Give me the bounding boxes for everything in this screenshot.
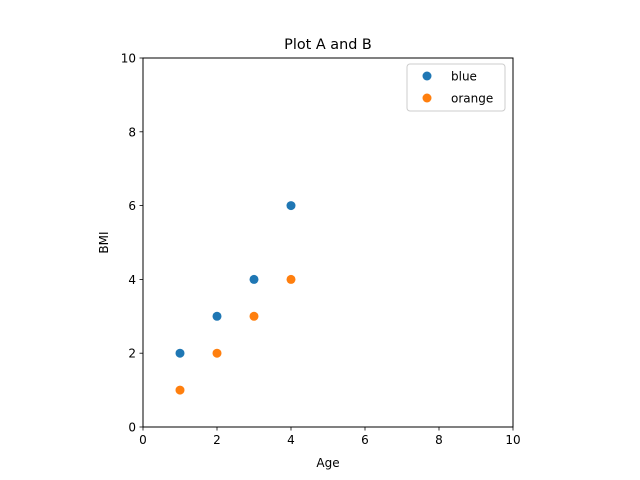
- axis-ticks: 0 2 4 6 8 10 0 2 4 6 8 10: [121, 52, 521, 448]
- x-tick-label: 4: [287, 433, 295, 447]
- y-tick-label: 6: [128, 199, 136, 213]
- legend-label-blue: blue: [451, 70, 477, 84]
- legend-marker-orange: [422, 93, 432, 103]
- data-point-blue: [249, 274, 259, 284]
- data-point-blue: [175, 348, 185, 358]
- x-axis-label: Age: [316, 456, 339, 470]
- x-tick-label: 2: [213, 433, 221, 447]
- y-tick-label: 8: [128, 125, 136, 139]
- data-point-orange: [249, 311, 259, 321]
- y-tick-label: 0: [128, 421, 136, 435]
- legend-marker-blue: [422, 71, 432, 81]
- data-points: [175, 201, 296, 395]
- data-point-orange: [175, 385, 185, 395]
- plot-area-frame: [142, 57, 514, 428]
- x-tick-label: 8: [435, 433, 443, 447]
- x-tick-label: 6: [361, 433, 369, 447]
- y-tick-label: 10: [121, 52, 136, 66]
- y-tick-label: 2: [128, 347, 136, 361]
- chart-title: Plot A and B: [284, 37, 372, 53]
- x-tick-label: 0: [139, 433, 147, 447]
- legend: blue orange: [406, 63, 506, 112]
- data-point-blue: [212, 311, 222, 321]
- legend-label-orange: orange: [451, 92, 493, 106]
- data-point-blue: [286, 201, 296, 211]
- x-tick-label: 10: [505, 433, 520, 447]
- data-point-orange: [212, 348, 222, 358]
- y-axis-label: BMI: [97, 231, 111, 253]
- data-point-orange: [286, 274, 296, 284]
- y-tick-label: 4: [128, 273, 136, 287]
- legend-frame: [406, 63, 506, 112]
